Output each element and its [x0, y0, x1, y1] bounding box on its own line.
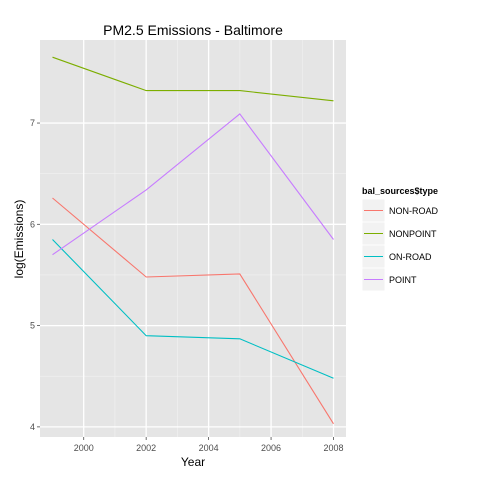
series-line-nonpoint	[52, 56, 334, 102]
legend-label: NON-ROAD	[389, 206, 438, 216]
legend-label: POINT	[389, 275, 417, 285]
legend-title: bal_sources$type	[362, 186, 438, 196]
plot-panel	[40, 40, 346, 437]
y-tick-label: 5	[30, 321, 35, 331]
y-tick-label: 7	[30, 118, 35, 128]
x-axis-title: Year	[181, 455, 205, 469]
x-tick-label: 2004	[199, 443, 219, 453]
legend: bal_sources$type NON-ROAD NONPOINT ON-ROAD…	[361, 186, 438, 292]
series-line-on-road	[52, 239, 334, 379]
y-axis-title: log(Emissions)	[12, 200, 26, 279]
legend-label: ON-ROAD	[389, 252, 432, 262]
series-lines	[52, 56, 334, 425]
axis-ticks: 4 5 6 7 2000 2002 2004 2006 2008	[30, 118, 344, 453]
x-tick-label: 2008	[323, 443, 343, 453]
legend-label: NONPOINT	[389, 229, 437, 239]
x-tick-label: 2000	[74, 443, 94, 453]
x-tick-label: 2006	[261, 443, 281, 453]
major-gridlines	[40, 40, 346, 437]
minor-gridlines	[40, 40, 346, 437]
series-line-non-road	[52, 197, 334, 425]
y-tick-label: 6	[30, 219, 35, 229]
chart-title: PM2.5 Emissions - Baltimore	[103, 22, 283, 38]
x-tick-label: 2002	[136, 443, 156, 453]
y-tick-label: 4	[30, 422, 35, 432]
series-line-point	[52, 113, 334, 256]
